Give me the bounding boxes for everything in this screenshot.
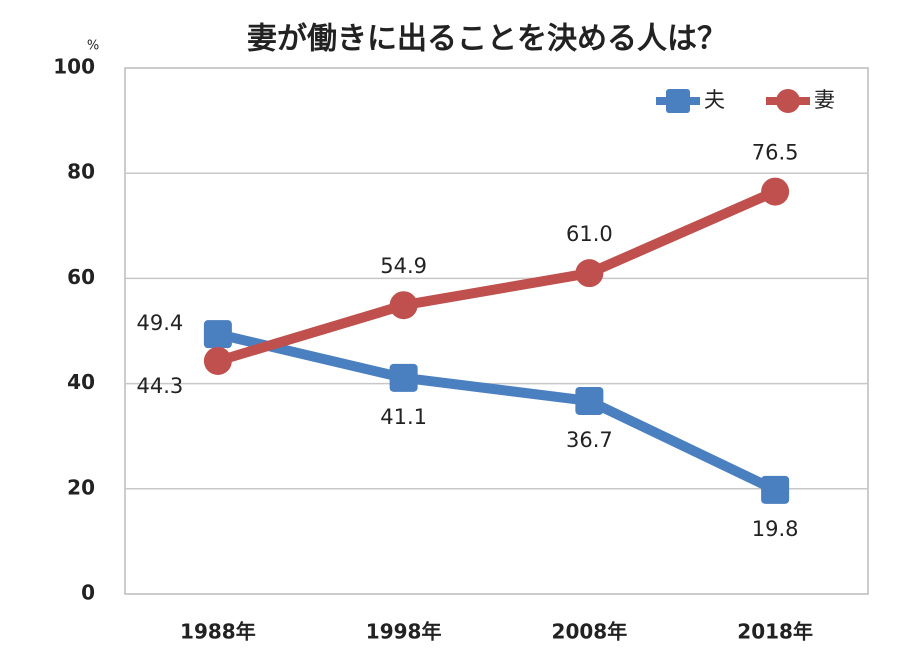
data-label: 54.9 (380, 254, 427, 278)
legend-marker (666, 89, 690, 113)
y-tick-label: 80 (67, 160, 95, 184)
y-tick-label: 20 (67, 475, 95, 499)
y-unit: % (87, 39, 99, 54)
data-point (761, 177, 790, 206)
x-tick-label: 1998年 (366, 620, 442, 644)
data-point (575, 386, 604, 415)
data-point (203, 320, 232, 349)
legend-marker (776, 89, 800, 113)
plot-frame (124, 67, 869, 595)
x-tick-label: 1988年 (180, 620, 256, 644)
data-label: 41.1 (380, 405, 427, 429)
y-tick-label: 0 (81, 581, 95, 605)
legend-label: 夫 (704, 88, 725, 112)
data-point (575, 259, 604, 288)
data-point (203, 346, 232, 375)
x-tick-label: 2018年 (737, 620, 813, 644)
series-line (216, 329, 778, 495)
data-label: 61.0 (566, 222, 613, 246)
y-tick-label: 100 (53, 55, 95, 79)
y-tick-label: 40 (67, 370, 95, 394)
data-label: 76.5 (752, 141, 799, 165)
y-tick-label: 60 (67, 265, 95, 289)
chart-title: 妻が働きに出ることを決める人は？ (247, 22, 727, 57)
series-line (216, 187, 778, 366)
data-label: 49.4 (136, 311, 183, 335)
legend-label: 妻 (814, 88, 835, 112)
data-label: 44.3 (136, 374, 183, 398)
data-point (389, 291, 418, 320)
data-point (761, 475, 790, 504)
data-point (389, 363, 418, 392)
data-label: 36.7 (566, 428, 613, 452)
data-label: 19.8 (752, 517, 799, 541)
x-tick-label: 2008年 (552, 620, 628, 644)
